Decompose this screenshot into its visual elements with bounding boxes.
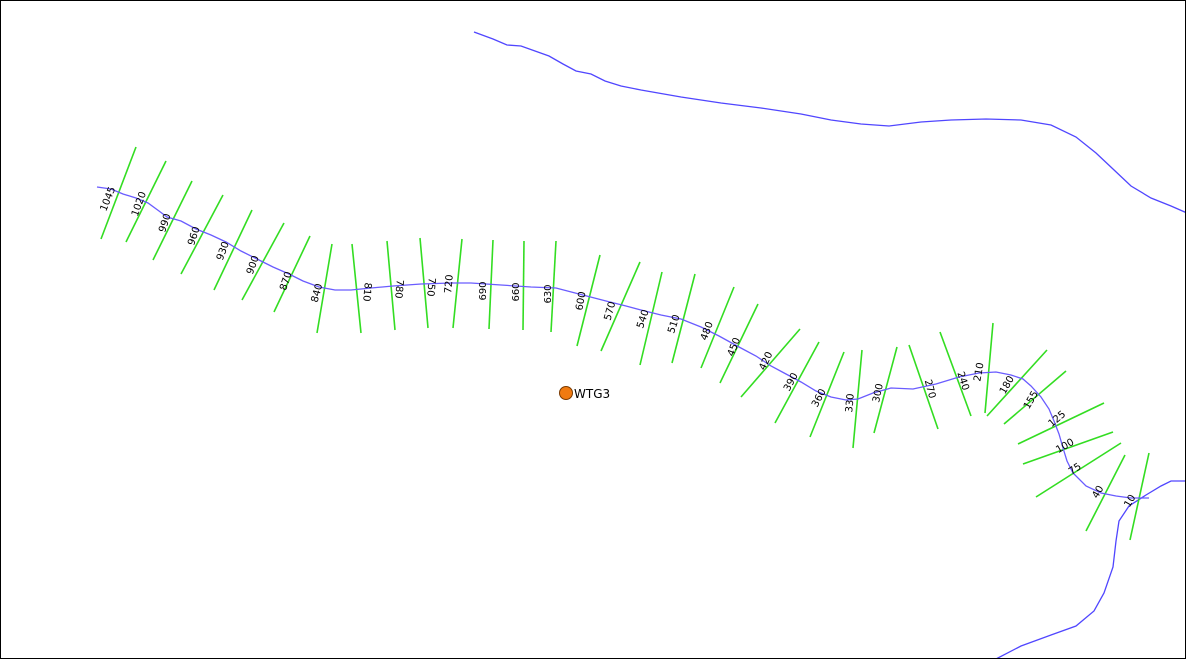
- cross-section-line: [1085, 454, 1126, 532]
- cross-section-line: [600, 261, 641, 352]
- cross-section-line: [213, 209, 253, 291]
- chainage-label: 330: [844, 393, 857, 413]
- cross-section-line: [1035, 442, 1122, 498]
- cross-section-line: [809, 351, 845, 438]
- centerline-layer: [96, 186, 1149, 499]
- chainage-label: 210: [972, 362, 986, 383]
- river-centerline: [96, 186, 1149, 499]
- cross-section-line: [386, 240, 396, 331]
- chainage-label: 1020: [130, 190, 149, 218]
- turbine-layer[interactable]: WTG3: [559, 386, 611, 402]
- chainage-label: 780: [392, 279, 405, 299]
- cross-section-line: [1003, 370, 1067, 425]
- cross-section-line: [719, 303, 759, 384]
- chainage-label: 570: [603, 300, 619, 321]
- cross-section-line: [939, 331, 972, 417]
- chainage-label: 690: [478, 281, 489, 300]
- cross-section-layer: [100, 146, 1150, 541]
- chainage-label: 630: [543, 284, 554, 303]
- cross-section-line: [740, 328, 801, 398]
- cross-section-line: [550, 240, 557, 333]
- chainage-label: 720: [443, 274, 456, 294]
- chainage-label: 990: [157, 212, 173, 234]
- cross-section-line: [986, 349, 1048, 417]
- cross-section-line: [639, 271, 663, 366]
- chainage-label: 600: [574, 291, 588, 312]
- cross-section-line: [671, 273, 696, 364]
- river-layer: [473, 31, 1185, 658]
- chainage-label: 40: [1090, 484, 1106, 501]
- chainage-label: 270: [922, 378, 938, 399]
- cross-section-line: [522, 240, 525, 331]
- chainage-label: 240: [954, 370, 970, 392]
- chainage-label: 660: [511, 282, 522, 301]
- cross-section-line: [180, 194, 224, 275]
- river-upper: [473, 31, 1185, 213]
- cross-section-line: [984, 322, 994, 414]
- chainage-label: 155: [1022, 389, 1041, 411]
- turbine-label: WTG3: [574, 387, 610, 401]
- chainage-label: 840: [310, 282, 326, 303]
- cross-section-line: [152, 180, 193, 261]
- chainage-label: 960: [186, 225, 202, 247]
- cross-section-line: [273, 235, 311, 313]
- cross-section-line: [1017, 402, 1105, 445]
- cross-section-line: [576, 254, 601, 347]
- cross-section-line: [100, 146, 137, 240]
- cross-section-line: [351, 243, 362, 334]
- chainage-label: 810: [360, 282, 373, 302]
- chainage-label: 300: [871, 383, 886, 404]
- chainage-label: 10: [1122, 493, 1138, 510]
- river-lower: [996, 480, 1185, 658]
- chainage-label: 870: [278, 270, 294, 292]
- cross-section-line: [1129, 452, 1150, 541]
- chainage-label: 900: [245, 254, 262, 276]
- cross-section-line: [419, 237, 429, 329]
- cross-section-line: [1022, 431, 1114, 465]
- turbine-marker[interactable]: [559, 386, 573, 400]
- cross-section-line: [700, 286, 735, 369]
- cross-section-line: [774, 341, 820, 424]
- chainage-label: 750: [424, 277, 437, 297]
